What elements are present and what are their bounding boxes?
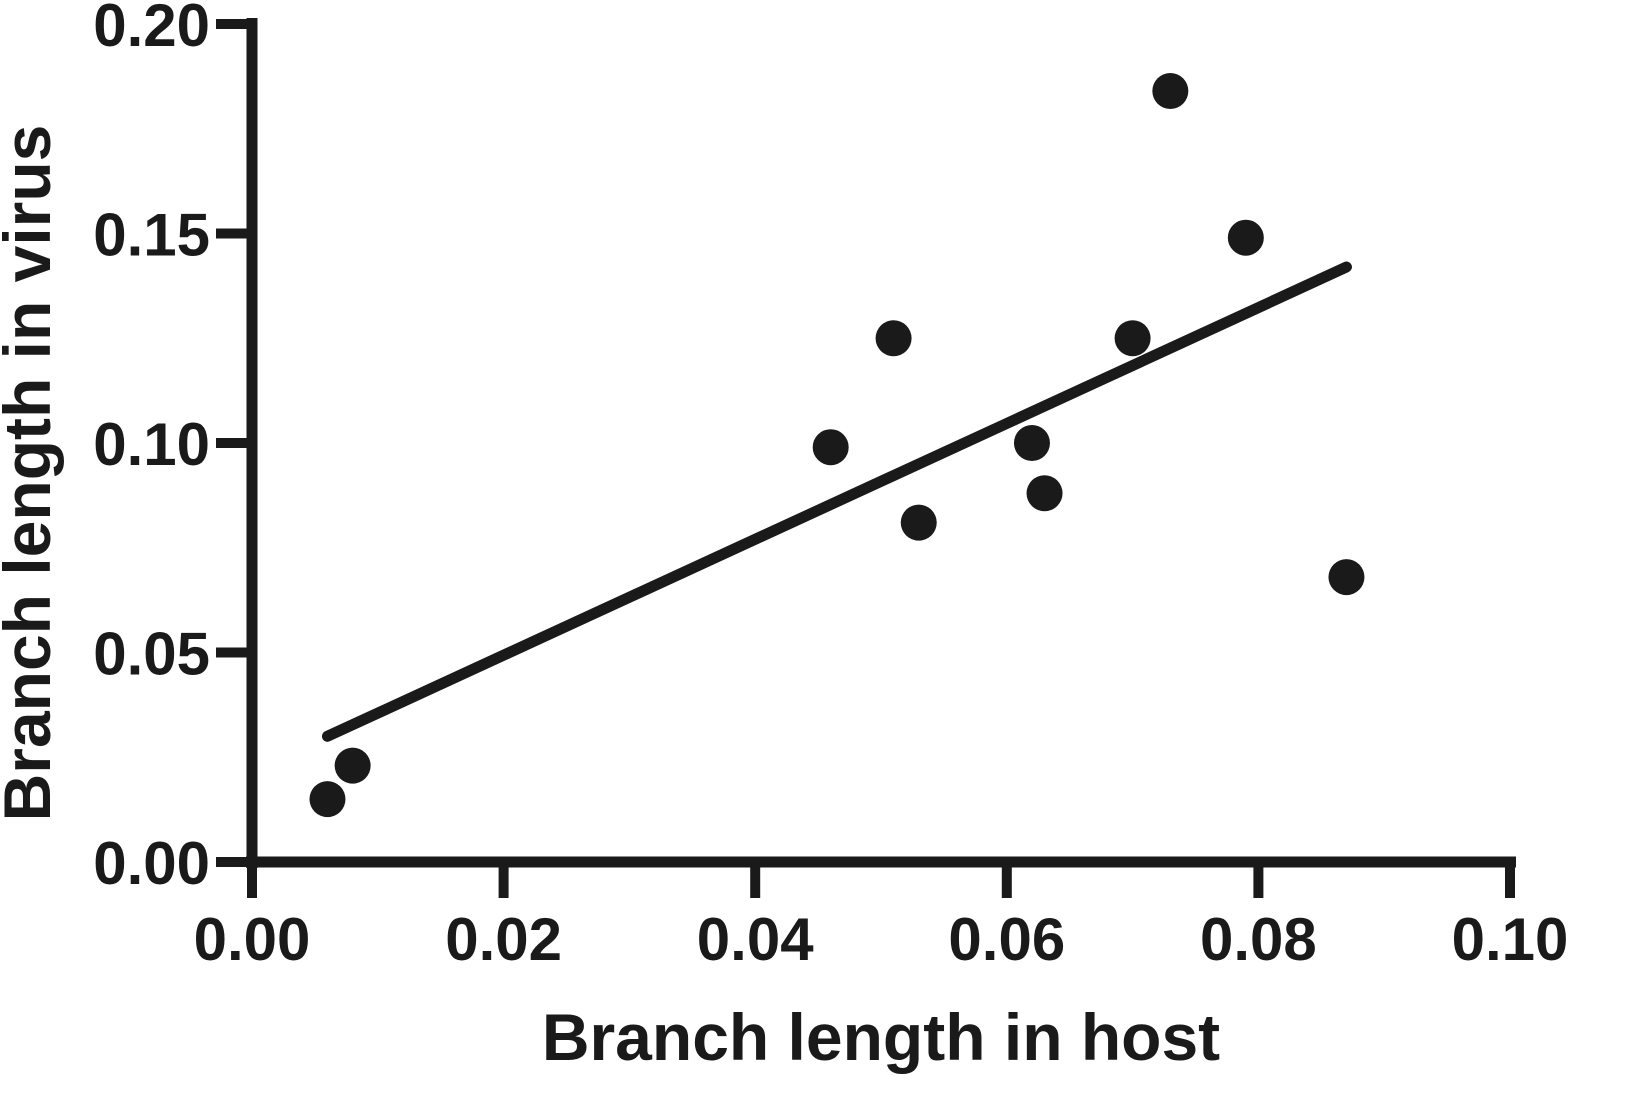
x-tick-label: 0.06 bbox=[948, 906, 1065, 973]
y-axis-ticks: 0.00 0.05 0.10 0.15 0.20 bbox=[93, 0, 252, 897]
data-point bbox=[1152, 73, 1189, 110]
data-point bbox=[1114, 320, 1151, 357]
y-tick-label: 0.10 bbox=[93, 411, 210, 478]
data-point bbox=[334, 747, 371, 784]
y-tick-label: 0.20 bbox=[93, 0, 210, 59]
y-axis-label: Branch length in virus bbox=[0, 125, 64, 822]
data-point bbox=[1026, 475, 1063, 512]
y-tick-label: 0.15 bbox=[93, 202, 210, 269]
x-axis-ticks: 0.00 0.02 0.04 0.06 0.08 0.10 bbox=[194, 862, 1569, 973]
regression-line bbox=[321, 261, 1352, 742]
axes bbox=[246, 18, 1516, 868]
data-point bbox=[900, 504, 937, 541]
x-tick-label: 0.00 bbox=[194, 906, 311, 973]
x-tick-label: 0.02 bbox=[445, 906, 562, 973]
data-point bbox=[812, 429, 849, 466]
data-point bbox=[1013, 425, 1050, 461]
y-tick-label: 0.05 bbox=[93, 621, 210, 688]
data-point bbox=[875, 320, 912, 357]
data-point bbox=[1328, 559, 1365, 596]
x-tick-label: 0.10 bbox=[1452, 906, 1569, 973]
data-point bbox=[1227, 219, 1264, 256]
y-tick-label: 0.00 bbox=[93, 830, 210, 897]
x-axis-label: Branch length in host bbox=[542, 1000, 1220, 1074]
regression-line-layer bbox=[321, 261, 1352, 742]
x-tick-label: 0.08 bbox=[1200, 906, 1317, 973]
data-points bbox=[309, 73, 1365, 818]
x-tick-label: 0.04 bbox=[697, 906, 814, 973]
data-point bbox=[309, 781, 346, 818]
